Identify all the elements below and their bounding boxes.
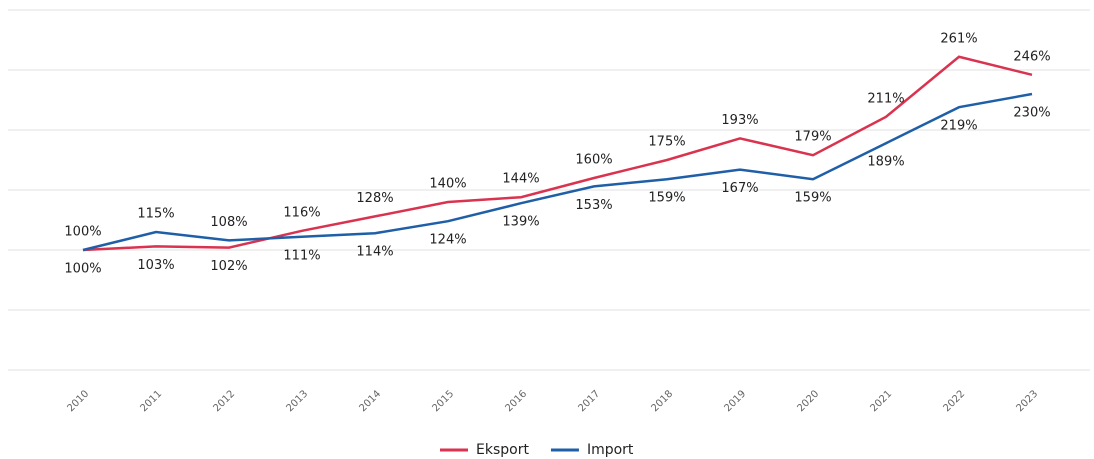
x-tick-label: 2013 <box>284 388 310 414</box>
data-label: 230% <box>1013 106 1050 121</box>
data-label: 175% <box>648 135 685 150</box>
line <box>82 92 1033 252</box>
x-tick-label: 2023 <box>1014 388 1040 414</box>
data-label: 261% <box>940 31 977 46</box>
legend-label: Eksport <box>476 442 529 458</box>
data-label: 153% <box>575 198 612 213</box>
x-tick-label: 2018 <box>649 388 675 414</box>
data-label: 219% <box>940 119 977 134</box>
line <box>82 55 1033 252</box>
data-label: 108% <box>210 215 247 230</box>
data-label: 116% <box>283 205 320 220</box>
data-label: 246% <box>1013 49 1050 64</box>
x-tick-label: 2016 <box>503 388 529 414</box>
x-tick-label: 2012 <box>211 388 237 414</box>
data-label: 179% <box>794 130 831 145</box>
data-label: 167% <box>721 181 758 196</box>
data-label: 102% <box>210 259 247 274</box>
legend-label: Import <box>587 442 634 458</box>
data-label: 103% <box>137 258 174 273</box>
data-label: 128% <box>356 191 393 206</box>
data-label: 159% <box>648 191 685 206</box>
data-label: 193% <box>721 113 758 128</box>
data-label: 140% <box>429 177 466 192</box>
data-label: 100% <box>64 262 101 277</box>
x-tick-label: 2021 <box>868 388 894 414</box>
data-label: 189% <box>867 155 904 170</box>
data-label: 111% <box>283 248 320 263</box>
x-tick-label: 2017 <box>576 388 602 414</box>
x-tick-label: 2010 <box>65 388 91 414</box>
data-label: 211% <box>867 91 904 106</box>
x-tick-label: 2015 <box>430 388 456 414</box>
data-label: 124% <box>429 233 466 248</box>
data-label: 160% <box>575 153 612 168</box>
x-tick-label: 2020 <box>795 388 821 414</box>
data-label: 114% <box>356 245 393 260</box>
data-label: 115% <box>137 207 174 222</box>
data-label: 139% <box>502 215 539 230</box>
data-label: 159% <box>794 191 831 206</box>
x-tick-label: 2014 <box>357 388 383 414</box>
x-tick-label: 2022 <box>941 388 967 414</box>
data-label: 100% <box>64 225 101 240</box>
x-tick-label: 2019 <box>722 388 748 414</box>
x-tick-label: 2011 <box>138 388 164 414</box>
data-label: 144% <box>502 172 539 187</box>
